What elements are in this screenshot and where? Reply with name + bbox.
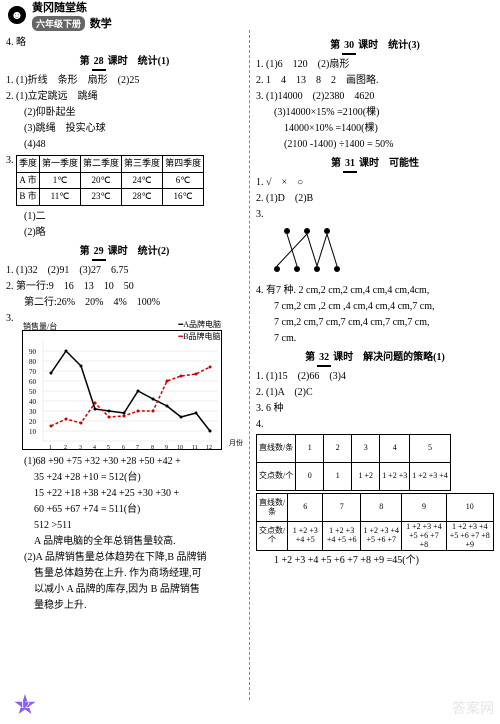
s28-q3e: (1)二 — [6, 209, 243, 224]
chart-svg: 102030405060708090 123456789101112 — [23, 331, 223, 451]
s32-q4: 4. — [256, 417, 494, 432]
calc-1d: 60 +65 +67 +74 = 511(台) — [6, 502, 243, 517]
svg-text:9: 9 — [165, 445, 168, 451]
left-column: 4. 略 第28课时 统计(1) 1. (1)折线 条形 扇形 (2)25 2.… — [0, 30, 250, 700]
s30-q3d: (2100 -1400) ÷1400 = 50% — [256, 137, 494, 152]
right-column: 第30课时 统计(3) 1. (1)6 120 (2)扇形 2. 1 4 13 … — [250, 30, 500, 700]
chart-xlabel: 月份 — [229, 438, 243, 449]
svg-text:10: 10 — [29, 428, 37, 436]
calc-1a: (1)68 +90 +75 +32 +30 +28 +50 +42 + — [6, 454, 243, 469]
svg-text:60: 60 — [29, 378, 37, 386]
lines-table-a: 直线数/条12345 交点数/个011 +21 +2 +31 +2 +3 +4 — [256, 434, 451, 491]
svg-text:10: 10 — [177, 445, 183, 451]
svg-text:90: 90 — [29, 348, 37, 356]
svg-text:2: 2 — [64, 445, 67, 451]
s28-q2: 2. (1)立定跳远 跳绳 — [6, 89, 243, 104]
s31-q1: 1. √ × ○ — [256, 175, 494, 190]
item-4: 4. 略 — [6, 35, 243, 50]
s32-final: 1 +2 +3 +4 +5 +6 +7 +8 +9 =45(个) — [256, 553, 494, 568]
s31-q4d: 7 cm. — [256, 331, 494, 346]
sales-chart: ━A品牌电脑━B品牌电脑 销售量/台 102030405060708090 12… — [22, 330, 222, 450]
svg-text:11: 11 — [192, 445, 198, 451]
chart-ylabel: 销售量/台 — [23, 321, 57, 333]
calc-2c: 以减小 A 品牌的库存,因为 B 品牌销售 — [6, 582, 243, 597]
s31-q4b: 7 cm,2 cm ,2 cm ,4 cm,4 cm,4 cm,7 cm, — [256, 299, 494, 314]
section-30-title: 第30课时 统计(3) — [256, 38, 494, 55]
svg-text:6: 6 — [122, 445, 125, 451]
calc-2a: (2)A 品牌销售量总体趋势在下降,B 品牌销 — [6, 550, 243, 565]
smile-badge: ☻ — [8, 6, 26, 24]
s30-q3b: (3)14000×15% =2100(棵) — [256, 105, 494, 120]
s28-q2b: (2)仰卧起坐 — [6, 105, 243, 120]
svg-text:50: 50 — [29, 388, 37, 396]
watermark: 答案网 — [452, 698, 494, 718]
calc-2d: 量稳步上升. — [6, 598, 243, 613]
s31-q4: 4. 有7 种. 2 cm,2 cm,2 cm,4 cm,4 cm,4cm, — [256, 283, 494, 298]
s30-q2: 2. 1 4 13 8 2 画图略. — [256, 73, 494, 88]
tree-diagram — [272, 225, 352, 275]
calc-1e: 512 >511 — [6, 518, 243, 533]
section-32-title: 第32课时 解决问题的策略(1) — [256, 350, 494, 367]
svg-text:40: 40 — [29, 398, 37, 406]
s31-q2: 2. (1)D (2)B — [256, 191, 494, 206]
svg-text:30: 30 — [29, 408, 37, 416]
svg-text:70: 70 — [29, 368, 37, 376]
svg-text:5: 5 — [107, 445, 110, 451]
s31-q3: 3. — [256, 207, 494, 222]
section-28-title: 第28课时 统计(1) — [6, 54, 243, 71]
s28-q1: 1. (1)折线 条形 扇形 (2)25 — [6, 73, 243, 88]
section-31-title: 第31课时 可能性 — [256, 156, 494, 173]
svg-text:20: 20 — [29, 418, 37, 426]
s30-q3c: 14000×10% =1400(棵) — [256, 121, 494, 136]
chart-legend: ━A品牌电脑━B品牌电脑 — [178, 319, 221, 343]
calc-1c: 15 +22 +18 +38 +24 +25 +30 +30 + — [6, 486, 243, 501]
s30-q3: 3. (1)14000 (2)2380 4620 — [256, 89, 494, 104]
s31-q4c: 7 cm,2 cm,7 cm,7 cm,4 cm,7 cm,7 cm, — [256, 315, 494, 330]
calc-1f: A 品牌电脑的全年总销售量较高. — [6, 534, 243, 549]
climate-table: 季度第一季度第二季度第三季度第四季度 A 市1℃20℃24℃6℃ B 市11℃2… — [16, 155, 204, 206]
s28-q3: 3. 季度第一季度第二季度第三季度第四季度 A 市1℃20℃24℃6℃ B 市1… — [6, 153, 243, 208]
svg-text:3: 3 — [79, 445, 82, 451]
svg-text:7: 7 — [136, 445, 139, 451]
calc-1b: 35 +24 +28 +10 = 512(台) — [6, 470, 243, 485]
s32-q3: 3. 6 种 — [256, 401, 494, 416]
svg-text:4: 4 — [93, 445, 96, 451]
calc-2b: 售量总体趋势在上升. 作为商场经理,可 — [6, 566, 243, 581]
brand-text: 黄冈随堂练六年级下册 数学 — [32, 0, 112, 31]
content-columns: 4. 略 第28课时 统计(1) 1. (1)折线 条形 扇形 (2)25 2.… — [0, 30, 500, 700]
svg-text:12: 12 — [206, 445, 212, 451]
s28-q3f: (2)略 — [6, 225, 243, 240]
s29-q1: 1. (1)32 (2)91 (3)27 6.75 — [6, 263, 243, 278]
page-header: ☻ 黄冈随堂练六年级下册 数学 — [0, 0, 500, 30]
svg-text:1: 1 — [49, 445, 52, 451]
s29-q2: 2. 第一行:9 16 13 10 50 — [6, 279, 243, 294]
s29-q2b: 第二行:26% 20% 4% 100% — [6, 295, 243, 310]
s28-q2d: (4)48 — [6, 137, 243, 152]
svg-text:80: 80 — [29, 358, 37, 366]
s32-q1: 1. (1)15 (2)66 (3)4 — [256, 369, 494, 384]
s32-q2: 2. (1)A (2)C — [256, 385, 494, 400]
s28-q2c: (3)跳绳 投实心球 — [6, 121, 243, 136]
svg-text:8: 8 — [151, 445, 154, 451]
s30-q1: 1. (1)6 120 (2)扇形 — [256, 57, 494, 72]
lines-table-b: 直线数/条678910 交点数/个1 +2 +3 +4 +51 +2 +3 +4… — [256, 493, 494, 551]
section-29-title: 第29课时 统计(2) — [6, 244, 243, 261]
